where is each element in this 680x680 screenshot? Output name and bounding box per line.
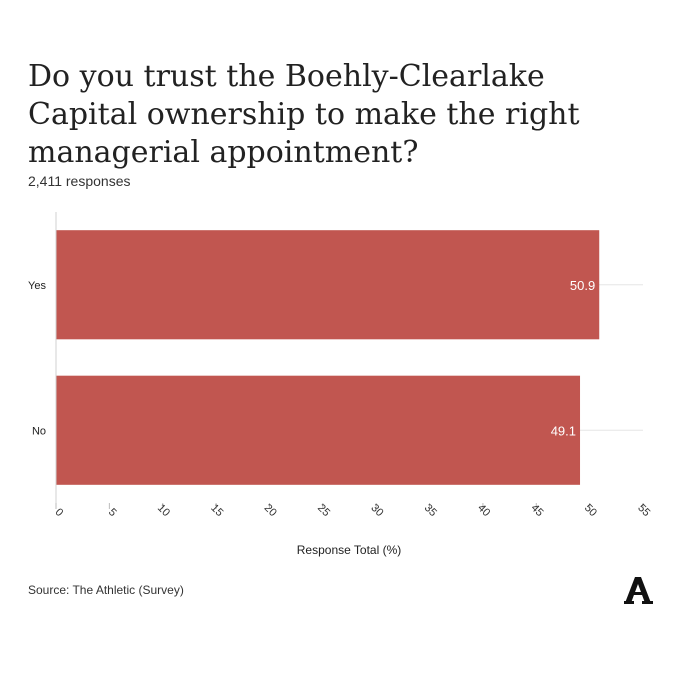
bars: 50.9 49.1 <box>56 230 600 485</box>
bar-yes <box>56 230 600 340</box>
x-tick-label-25: 25 <box>315 502 332 519</box>
x-tick-label-55: 55 <box>635 502 652 519</box>
x-axis-label: Response Total (%) <box>297 543 402 557</box>
x-tick-label-0: 0 <box>53 506 66 519</box>
bar-chart: 50.9 49.1 Yes No 0 5 10 15 20 25 30 35 40 45 50 55 Res… <box>28 212 652 557</box>
x-tick-label-35: 35 <box>422 502 439 519</box>
x-tick-label-50: 50 <box>582 502 599 519</box>
x-tick-label-15: 15 <box>208 502 225 519</box>
the-athletic-logo-icon <box>624 577 653 604</box>
chart-title: Do you trust the Boehly-Clearlake Capita… <box>28 59 580 170</box>
source-note: Source: The Athletic (Survey) <box>28 583 184 597</box>
x-tick-label-20: 20 <box>262 502 279 519</box>
data-label-yes: 50.9 <box>570 278 595 293</box>
category-label-yes: Yes <box>28 280 46 292</box>
chart-subtitle: 2,411 responses <box>28 173 131 189</box>
category-label-no: No <box>32 425 46 437</box>
x-tick-label-10: 10 <box>155 502 172 519</box>
x-tick-label-5: 5 <box>106 506 119 519</box>
x-tick-label-45: 45 <box>528 502 545 519</box>
x-tick-label-40: 40 <box>475 502 492 519</box>
x-tick-label-30: 30 <box>368 502 385 519</box>
bar-no <box>56 375 581 485</box>
data-label-no: 49.1 <box>551 423 576 438</box>
